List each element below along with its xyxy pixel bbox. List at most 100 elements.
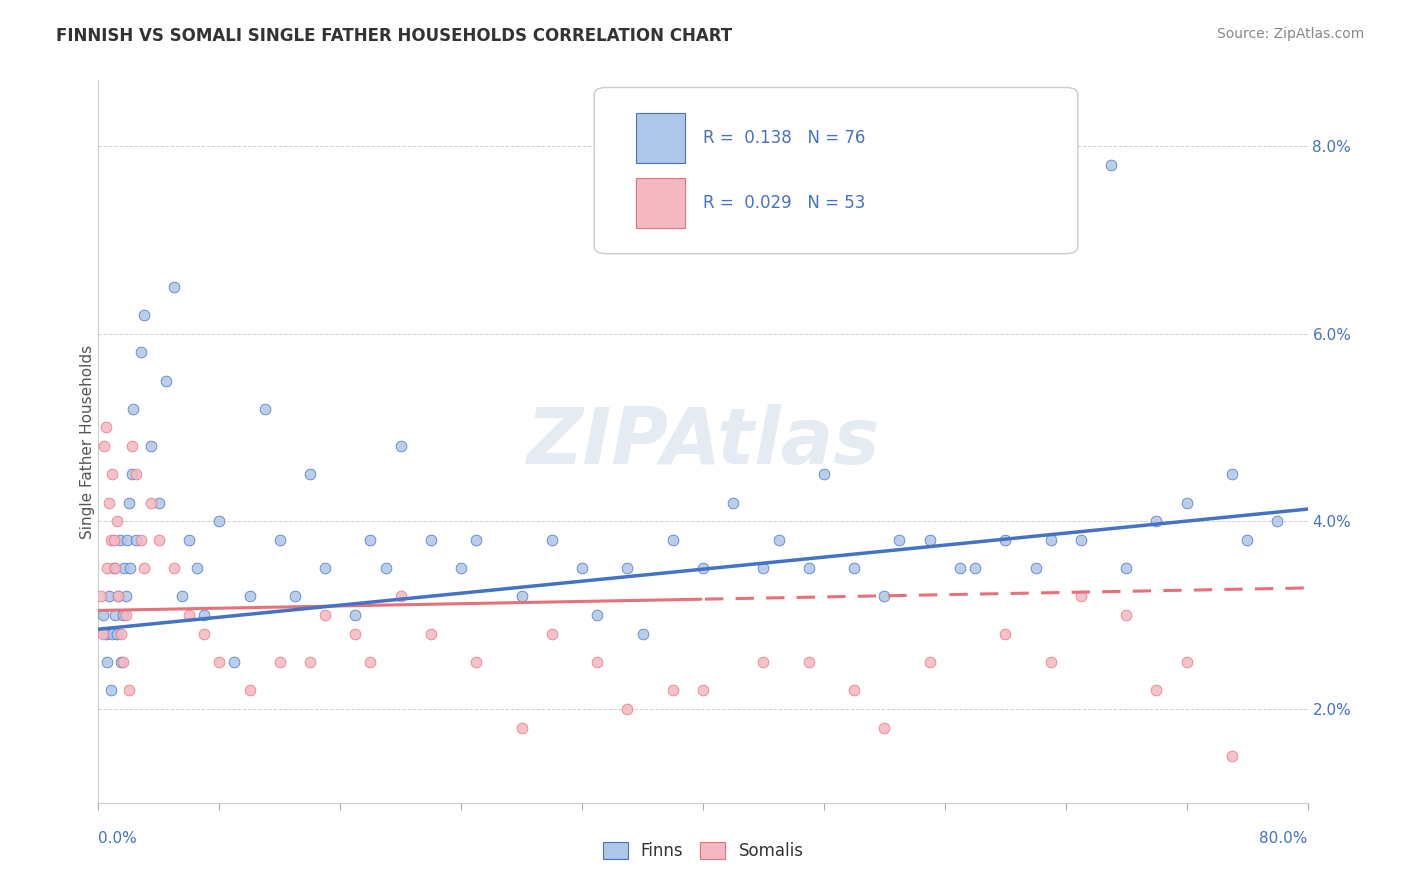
Point (723, 495, 745, 509)
Point (1220, 467, 1243, 482)
Point (98, 590, 121, 604)
Point (91, 608, 114, 623)
Point (1099, 158, 1122, 172)
Point (752, 655, 775, 669)
Point (616, 561, 638, 575)
Point (873, 590, 896, 604)
Point (118, 495, 141, 509)
Point (93, 439, 115, 453)
Point (224, 655, 246, 669)
Point (129, 345, 152, 359)
Point (661, 683, 683, 698)
Point (269, 655, 291, 669)
Point (1039, 533, 1062, 547)
Text: 80.0%: 80.0% (1260, 830, 1308, 846)
Point (918, 655, 941, 669)
Point (125, 533, 148, 547)
Point (239, 683, 262, 698)
Text: Source: ZipAtlas.com: Source: ZipAtlas.com (1216, 27, 1364, 41)
Text: R =  0.138   N = 76: R = 0.138 N = 76 (703, 129, 865, 147)
Point (571, 561, 593, 575)
Point (148, 495, 170, 509)
Point (1039, 655, 1062, 669)
Point (91, 627, 114, 641)
Point (179, 533, 201, 547)
Point (269, 533, 291, 547)
Point (208, 655, 231, 669)
Point (299, 655, 322, 669)
Text: R =  0.029   N = 53: R = 0.029 N = 53 (703, 194, 865, 212)
Point (1236, 533, 1258, 547)
Point (90, 590, 112, 604)
FancyBboxPatch shape (637, 178, 685, 228)
Point (121, 467, 143, 482)
Point (768, 533, 790, 547)
Point (104, 608, 127, 623)
Point (389, 439, 412, 453)
Point (186, 561, 208, 575)
Point (918, 533, 941, 547)
Point (661, 533, 683, 547)
Point (163, 561, 186, 575)
Point (114, 590, 136, 604)
Point (510, 721, 533, 735)
Point (360, 655, 382, 669)
Point (193, 627, 215, 641)
Point (450, 561, 472, 575)
Point (148, 533, 170, 547)
Point (253, 401, 276, 416)
Point (692, 683, 714, 698)
Point (813, 467, 835, 482)
Point (163, 279, 186, 293)
Point (994, 627, 1017, 641)
Point (98, 495, 121, 509)
Point (314, 561, 336, 575)
Point (692, 561, 714, 575)
Point (110, 627, 132, 641)
FancyBboxPatch shape (637, 112, 685, 163)
Point (1267, 514, 1289, 528)
Point (1175, 655, 1198, 669)
Point (465, 533, 488, 547)
Point (121, 439, 143, 453)
Point (344, 608, 367, 623)
Point (344, 627, 367, 641)
Point (170, 590, 193, 604)
Point (360, 533, 382, 547)
Point (889, 533, 911, 547)
Point (389, 590, 412, 604)
Point (510, 590, 533, 604)
Point (112, 561, 135, 575)
Point (965, 561, 987, 575)
FancyBboxPatch shape (595, 87, 1078, 253)
Point (96, 561, 118, 575)
Point (132, 308, 155, 322)
Point (141, 439, 163, 453)
Point (129, 533, 152, 547)
Point (1024, 561, 1046, 575)
Point (374, 561, 396, 575)
Point (1146, 683, 1168, 698)
Point (103, 561, 125, 575)
Point (179, 608, 201, 623)
Point (115, 533, 138, 547)
Point (94, 420, 117, 434)
Text: FINNISH VS SOMALI SINGLE FATHER HOUSEHOLDS CORRELATION CHART: FINNISH VS SOMALI SINGLE FATHER HOUSEHOL… (56, 27, 733, 45)
Point (94, 627, 117, 641)
Point (100, 683, 122, 698)
Point (208, 514, 231, 528)
Point (752, 561, 775, 575)
Point (101, 467, 124, 482)
Point (132, 561, 155, 575)
Point (299, 467, 322, 482)
Point (114, 608, 136, 623)
Point (994, 533, 1017, 547)
Point (101, 627, 124, 641)
Point (104, 561, 127, 575)
Point (420, 533, 443, 547)
Point (105, 514, 128, 528)
Point (110, 655, 132, 669)
Point (108, 533, 131, 547)
Point (103, 533, 125, 547)
Point (1115, 608, 1137, 623)
